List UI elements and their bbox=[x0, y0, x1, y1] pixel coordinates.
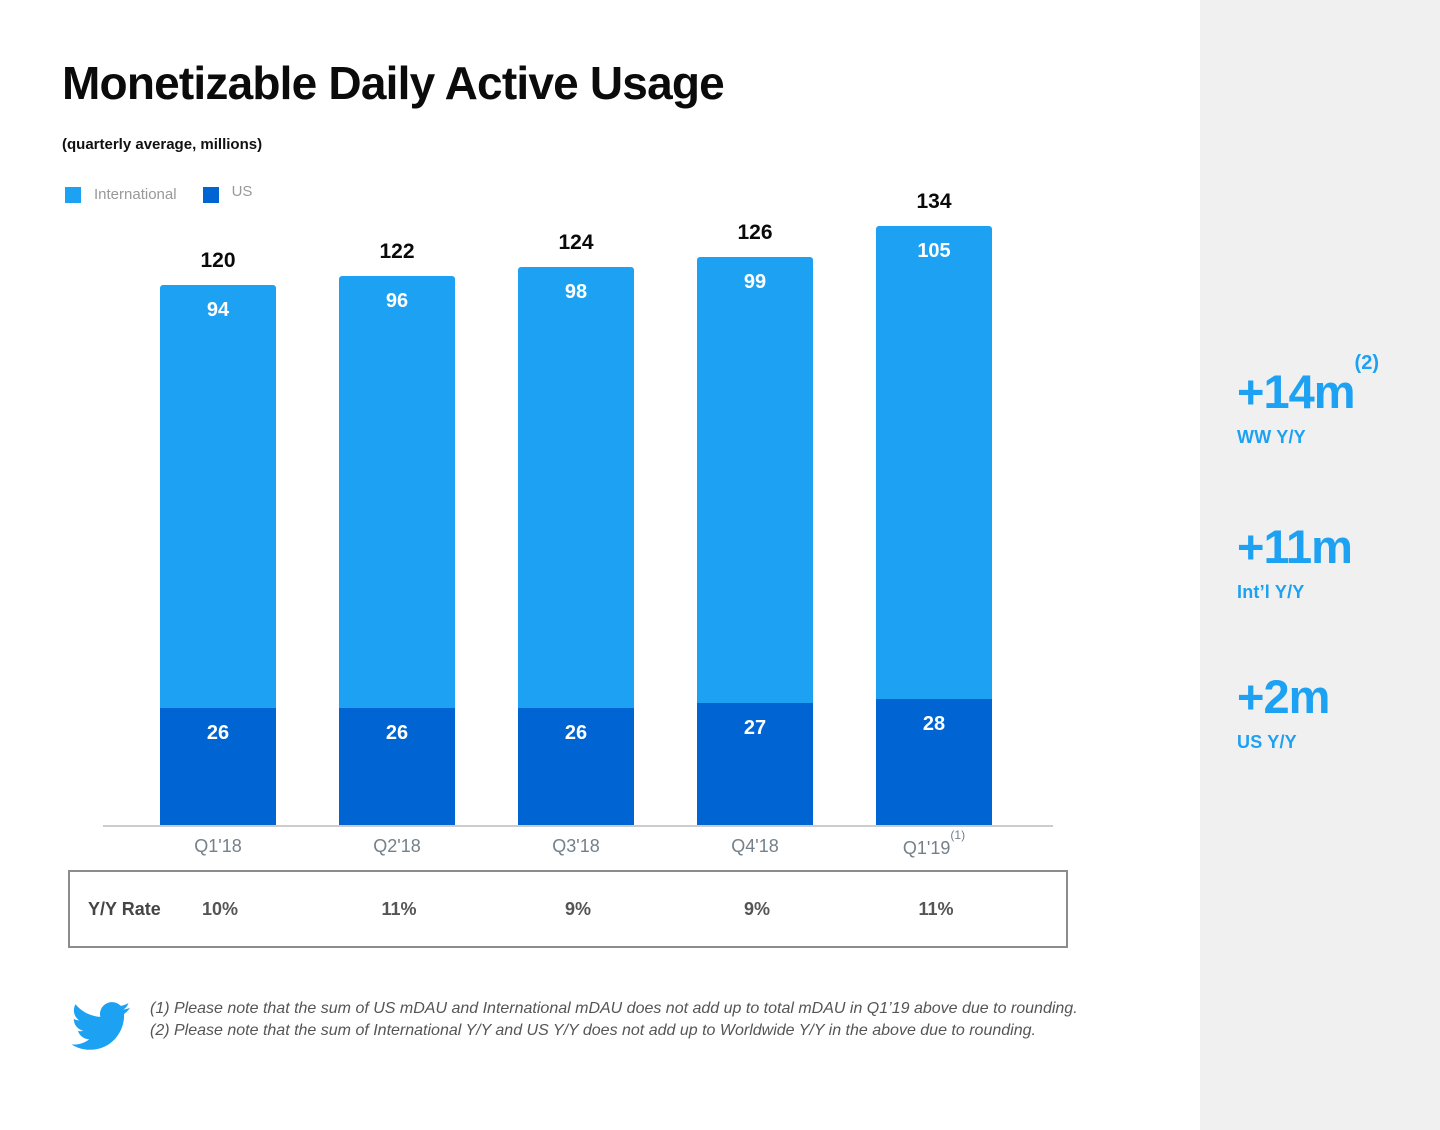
bar-group-q2-18: 122 96 26 bbox=[339, 240, 455, 825]
bar-group-q1-19: 134 105 28 bbox=[876, 190, 992, 825]
bar-segment-international: 94 bbox=[160, 285, 276, 708]
category-label: Q3'18 bbox=[552, 836, 600, 856]
bar-segment-value: 27 bbox=[743, 717, 767, 739]
stat-ww-value: +14m(2) bbox=[1237, 353, 1379, 418]
stat-intl-yy: +11m Int’l Y/Y bbox=[1237, 520, 1353, 603]
bar-group-q3-18: 124 98 26 bbox=[518, 231, 634, 825]
yy-rate-value: 11% bbox=[381, 899, 417, 919]
bar-segment-us: 26 bbox=[339, 708, 455, 825]
legend-item-us: US bbox=[202, 183, 253, 203]
chart-plot: 120 94 26 122 96 26 124 98 26 126 99 27 134 105 28 bbox=[103, 190, 1053, 827]
bar-segment-value: 99 bbox=[743, 271, 767, 293]
category-label: Q1'19(1) bbox=[902, 828, 966, 858]
bar-segment-us: 27 bbox=[697, 703, 813, 825]
chart-legend: International US bbox=[65, 183, 253, 203]
category-label: Q2'18 bbox=[373, 836, 421, 856]
footnote-2: (2) Please note that the sum of Internat… bbox=[150, 1022, 1036, 1040]
chart-categories: Q1'18 Q2'18 Q3'18 Q4'18 Q1'19(1) bbox=[103, 828, 1053, 866]
bar-segment-value: 94 bbox=[206, 299, 230, 321]
stat-ww-label: WW Y/Y bbox=[1237, 427, 1306, 447]
footnotes: (1) Please note that the sum of US mDAU … bbox=[150, 998, 1080, 1042]
stat-us-value: +2m bbox=[1237, 670, 1330, 723]
legend-label-international: International bbox=[94, 186, 177, 203]
bar-segment-us: 28 bbox=[876, 699, 992, 825]
yy-rate-value: 9% bbox=[743, 899, 771, 919]
bar-segment-value: 26 bbox=[206, 722, 230, 744]
stat-ww-number: +14m bbox=[1237, 365, 1356, 418]
page-title: Monetizable Daily Active Usage bbox=[62, 57, 725, 109]
bar-segment-international: 105 bbox=[876, 226, 992, 699]
bar-segment-value: 26 bbox=[385, 722, 409, 744]
stat-ww-yy: +14m(2) WW Y/Y bbox=[1237, 353, 1379, 448]
category-label: Q4'18 bbox=[731, 836, 779, 856]
bar-stack: 96 26 bbox=[339, 276, 455, 825]
yy-rate-value: 9% bbox=[564, 899, 592, 919]
bar-group-q4-18: 126 99 27 bbox=[697, 221, 813, 825]
bar-stack: 98 26 bbox=[518, 267, 634, 825]
bar-stack: 99 27 bbox=[697, 257, 813, 825]
bar-segment-value: 105 bbox=[917, 240, 951, 262]
footnote-1: (1) Please note that the sum of US mDAU … bbox=[150, 1000, 1078, 1017]
bar-segment-value: 28 bbox=[922, 713, 946, 735]
yy-rate-value: 11% bbox=[918, 899, 954, 919]
bar-segment-value: 96 bbox=[385, 290, 409, 312]
bar-segment-value: 26 bbox=[564, 722, 588, 744]
category-superscript: (1) bbox=[950, 828, 966, 842]
yy-rate-table: Y/Y Rate 10% 11% 9% 9% 11% bbox=[68, 870, 1068, 948]
category-label: Q1'18 bbox=[194, 836, 242, 856]
page-subtitle: (quarterly average, millions) bbox=[62, 136, 263, 153]
bar-total-label: 120 bbox=[200, 249, 236, 272]
stat-us-label: US Y/Y bbox=[1237, 732, 1297, 752]
bar-segment-international: 96 bbox=[339, 276, 455, 708]
stat-intl-label: Int’l Y/Y bbox=[1237, 582, 1305, 602]
yy-rate-row-label: Y/Y Rate bbox=[88, 899, 161, 919]
bar-total-label: 134 bbox=[916, 190, 952, 213]
international-swatch-icon bbox=[65, 186, 81, 203]
bar-total-label: 124 bbox=[558, 231, 594, 254]
twitter-bird-icon bbox=[71, 1002, 131, 1050]
stat-intl-number: +11m bbox=[1237, 520, 1353, 573]
stats-sidebar: +14m(2) WW Y/Y +11m Int’l Y/Y +2m US Y/Y bbox=[1200, 0, 1440, 1130]
us-swatch-icon bbox=[202, 186, 219, 203]
stat-us-number: +2m bbox=[1237, 670, 1330, 723]
bar-group-q1-18: 120 94 26 bbox=[160, 249, 276, 825]
legend-item-international: International bbox=[65, 186, 177, 203]
bar-stack: 105 28 bbox=[876, 226, 992, 825]
legend-label-us: US bbox=[231, 183, 253, 200]
bar-total-label: 126 bbox=[737, 221, 773, 244]
bar-total-label: 122 bbox=[379, 240, 415, 263]
bar-segment-international: 98 bbox=[518, 267, 634, 708]
bar-segment-us: 26 bbox=[518, 708, 634, 825]
yy-rate-value: 10% bbox=[201, 899, 239, 919]
stat-ww-superscript: (2) bbox=[1354, 352, 1379, 375]
stat-intl-value: +11m bbox=[1237, 520, 1353, 573]
bar-stack: 94 26 bbox=[160, 285, 276, 825]
bar-segment-value: 98 bbox=[564, 281, 588, 303]
bar-segment-international: 99 bbox=[697, 257, 813, 703]
stat-us-yy: +2m US Y/Y bbox=[1237, 670, 1330, 753]
bar-segment-us: 26 bbox=[160, 708, 276, 825]
